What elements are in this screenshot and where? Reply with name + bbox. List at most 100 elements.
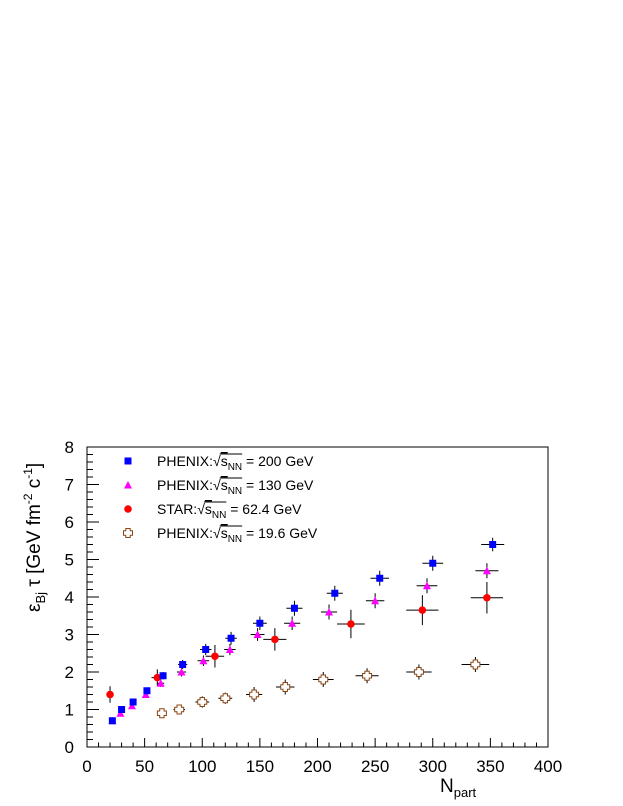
legend-label-prefix: STAR: — [157, 501, 197, 517]
legend-label-s: s — [221, 453, 228, 469]
y-axis-title-mid: c — [24, 479, 45, 494]
data-point — [197, 697, 208, 707]
data-point — [143, 687, 151, 695]
data-point — [371, 596, 380, 605]
data-point — [227, 634, 235, 642]
legend-label: PHENIX:√sNN = 200 GeV — [157, 453, 314, 473]
data-points — [106, 537, 505, 725]
y-tick-label: 4 — [65, 588, 74, 607]
legend-entry: STAR:√sNN = 62.4 GeV — [124, 501, 302, 521]
legend-label-prefix: PHENIX: — [157, 525, 213, 541]
x-tick-label: 350 — [476, 757, 504, 776]
data-point — [288, 619, 297, 627]
legend-label-sqrt-sign: √ — [213, 477, 221, 493]
legend-label-s: s — [221, 525, 228, 541]
legend-label-suffix: = 19.6 GeV — [242, 525, 318, 541]
x-tick-label: 100 — [188, 757, 216, 776]
legend-entry: PHENIX:√sNN = 200 GeV — [124, 453, 314, 473]
x-tick-label: 250 — [361, 757, 389, 776]
legend-label: PHENIX:√sNN = 130 GeV — [157, 477, 314, 497]
data-point — [153, 673, 162, 682]
data-point — [174, 704, 185, 715]
data-point — [331, 589, 339, 597]
x-tick-label: 400 — [534, 757, 562, 776]
legend-label: STAR:√sNN = 62.4 GeV — [157, 501, 302, 521]
data-point — [159, 672, 167, 680]
data-point — [347, 620, 355, 628]
legend-label-sub: NN — [228, 534, 242, 545]
tick-labels: 0 50 100 150 200 250 300 350 400 0 1 2 3 4 5 6 7 8 — [65, 438, 563, 776]
y-axis-title-rest: τ [GeV fm — [24, 504, 45, 592]
data-point — [156, 708, 167, 719]
y-tick-label: 0 — [65, 738, 74, 757]
y-tick-label: 2 — [65, 663, 74, 682]
legend-label-suffix: = 62.4 GeV — [226, 501, 302, 517]
data-point — [318, 674, 329, 685]
y-axis-title-exp1: -2 — [21, 493, 35, 504]
data-point — [325, 608, 334, 616]
data-point — [482, 566, 491, 575]
legend-label-sub: NN — [228, 462, 242, 473]
x-tick-label: 150 — [246, 757, 274, 776]
data-point — [199, 656, 208, 665]
x-axis-title-sub: part — [454, 785, 477, 800]
y-axis-title-sub: Bj — [33, 592, 48, 604]
data-point — [271, 635, 279, 644]
series-2 — [106, 582, 504, 703]
legend-label-sqrt-sign: √ — [197, 501, 205, 517]
legend-entry: PHENIX:√sNN = 19.6 GeV — [123, 525, 318, 545]
axis-ticks — [86, 446, 549, 748]
data-point — [108, 717, 116, 725]
data-point — [422, 581, 431, 590]
series-1 — [108, 563, 499, 725]
x-tick-label: 0 — [82, 757, 91, 776]
x-axis-title-main: N — [440, 776, 454, 797]
legend-label-suffix: = 200 GeV — [242, 453, 314, 469]
y-tick-label: 8 — [65, 438, 74, 457]
y-tick-label: 1 — [65, 701, 74, 720]
legend-label-suffix: = 130 GeV — [242, 477, 314, 493]
legend-label-sqrt-sign: √ — [213, 525, 221, 541]
y-tick-label: 3 — [65, 626, 74, 645]
data-point — [483, 593, 491, 602]
legend-entry: PHENIX:√sNN = 130 GeV — [124, 477, 314, 497]
data-point — [202, 646, 210, 653]
y-axis-title-symbol: ε — [24, 603, 45, 612]
legend-label-s: s — [221, 477, 228, 493]
y-axis-title-end: ] — [24, 463, 45, 468]
y-tick-label: 6 — [65, 513, 74, 532]
legend-label: PHENIX:√sNN = 19.6 GeV — [157, 525, 318, 545]
data-point — [225, 645, 234, 653]
legend-label-prefix: PHENIX: — [157, 477, 213, 493]
x-tick-label: 200 — [303, 757, 331, 776]
legend-label-sub: NN — [228, 486, 242, 497]
data-point — [177, 668, 186, 676]
data-point — [249, 689, 260, 700]
legend-label-sub: NN — [212, 510, 226, 521]
data-point — [413, 667, 424, 677]
legend-marker — [124, 457, 132, 465]
data-point — [362, 670, 373, 681]
data-point — [470, 659, 481, 670]
legend-marker — [123, 528, 133, 538]
data-point — [376, 574, 384, 582]
y-tick-label: 5 — [65, 551, 74, 570]
data-point — [179, 661, 187, 668]
data-point — [106, 690, 114, 699]
x-tick-label: 300 — [419, 757, 447, 776]
legend-label-sqrt-sign: √ — [213, 453, 221, 469]
data-point — [489, 541, 497, 548]
y-tick-label: 7 — [65, 476, 74, 495]
data-point — [211, 652, 219, 661]
y-axis-title: εBj τ [GeV fm-2 c-1] — [21, 463, 48, 612]
x-tick-label: 50 — [135, 757, 154, 776]
data-point — [118, 706, 126, 713]
data-point — [256, 619, 264, 627]
legend-marker — [124, 481, 132, 489]
data-point — [290, 604, 298, 612]
data-point — [280, 682, 291, 692]
series-0 — [108, 537, 505, 725]
data-point — [429, 559, 437, 567]
legend-marker — [124, 505, 132, 513]
